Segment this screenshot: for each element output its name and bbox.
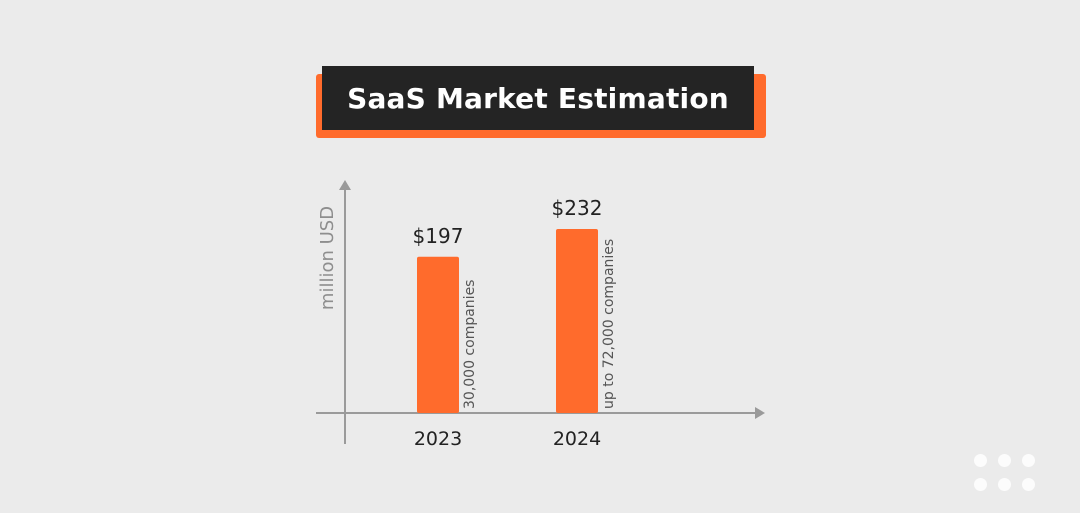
data-label: $232: [552, 196, 603, 220]
chart-title: SaaS Market Estimation: [322, 66, 754, 130]
bar: [556, 229, 598, 413]
x-tick-label: 2024: [553, 428, 601, 450]
y-axis-arrow-icon: [339, 180, 351, 190]
bar-annotation: up to 72,000 companies: [601, 239, 617, 409]
logo-dot: [998, 478, 1011, 491]
logo-dot: [1022, 454, 1035, 467]
x-axis-arrow-icon: [755, 407, 765, 419]
bar-annotation: 30,000 companies: [462, 280, 478, 409]
y-axis-label: million USD: [317, 206, 338, 310]
logo-dot: [974, 478, 987, 491]
bar: [417, 256, 459, 413]
title-banner: SaaS Market Estimation: [316, 66, 766, 138]
x-tick-label: 2023: [414, 428, 462, 450]
logo-dot: [1022, 478, 1035, 491]
logo-dot: [974, 454, 987, 467]
data-label: $197: [413, 224, 464, 248]
six-dot-logo-icon: [974, 454, 1040, 494]
logo-dot: [998, 454, 1011, 467]
